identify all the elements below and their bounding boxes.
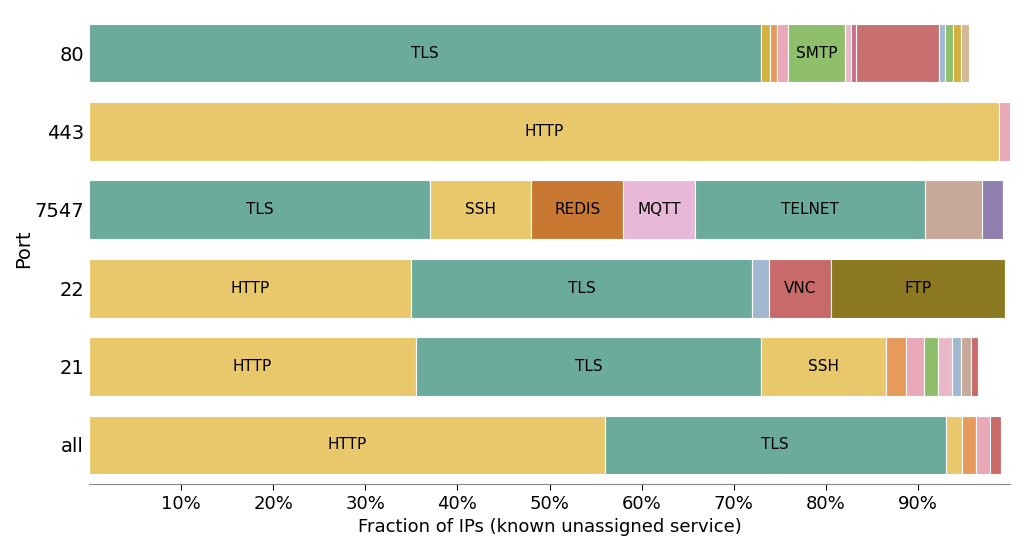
Bar [788, 24, 845, 82]
Bar [845, 24, 851, 82]
Bar [770, 24, 777, 82]
Bar [906, 337, 925, 396]
Text: TLS: TLS [412, 46, 439, 60]
Text: REDIS: REDIS [554, 202, 600, 217]
Text: FTP: FTP [904, 280, 932, 296]
Text: TLS: TLS [762, 437, 790, 453]
Bar [856, 24, 939, 82]
Text: SMTP: SMTP [796, 46, 838, 60]
Bar [831, 259, 1005, 317]
Bar [963, 416, 976, 474]
Bar [962, 337, 971, 396]
Bar [1002, 180, 1010, 239]
Bar [89, 337, 416, 396]
Text: TLS: TLS [574, 359, 602, 374]
Text: HTTP: HTTP [230, 280, 269, 296]
Bar [976, 416, 990, 474]
Bar [89, 416, 605, 474]
Text: HTTP: HTTP [524, 124, 563, 139]
Bar [945, 24, 953, 82]
Text: SSH: SSH [465, 202, 496, 217]
Bar [971, 337, 978, 396]
Bar [89, 259, 412, 317]
Text: HTTP: HTTP [232, 359, 272, 374]
Text: HTTP: HTTP [328, 437, 367, 453]
Text: TELNET: TELNET [781, 202, 839, 217]
Bar [978, 337, 1010, 396]
Bar [952, 337, 962, 396]
Bar [926, 180, 982, 239]
Bar [430, 180, 531, 239]
Bar [990, 416, 1000, 474]
Bar [925, 337, 938, 396]
Bar [89, 180, 430, 239]
Bar [953, 24, 962, 82]
Bar [1005, 259, 1010, 317]
Bar [762, 337, 886, 396]
Bar [939, 24, 945, 82]
Bar [531, 180, 624, 239]
Bar [999, 102, 1010, 161]
Bar [938, 337, 952, 396]
X-axis label: Fraction of IPs (known unassigned service): Fraction of IPs (known unassigned servic… [357, 518, 741, 536]
Bar [769, 259, 831, 317]
Bar [605, 416, 945, 474]
Bar [762, 24, 770, 82]
Bar [624, 180, 695, 239]
Bar [851, 24, 856, 82]
Bar [982, 180, 1002, 239]
Bar [416, 337, 762, 396]
Bar [969, 24, 978, 82]
Text: SSH: SSH [808, 359, 839, 374]
Bar [1000, 416, 1010, 474]
Bar [753, 259, 769, 317]
Bar [777, 24, 788, 82]
Bar [89, 102, 999, 161]
Y-axis label: Port: Port [14, 230, 33, 268]
Bar [886, 337, 906, 396]
Bar [412, 259, 753, 317]
Bar [945, 416, 963, 474]
Bar [695, 180, 926, 239]
Bar [962, 24, 969, 82]
Text: TLS: TLS [246, 202, 273, 217]
Text: TLS: TLS [568, 280, 596, 296]
Text: VNC: VNC [784, 280, 816, 296]
Text: MQTT: MQTT [637, 202, 681, 217]
Bar [89, 24, 762, 82]
